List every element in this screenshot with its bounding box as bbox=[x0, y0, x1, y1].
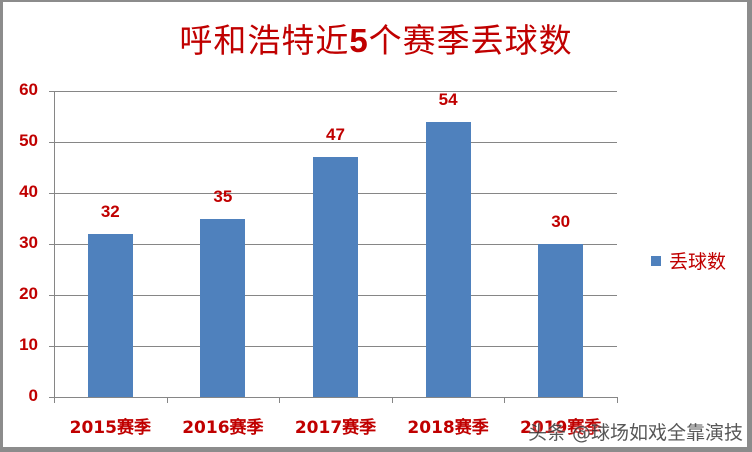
x-tick-mark bbox=[504, 397, 506, 403]
data-label: 30 bbox=[551, 212, 571, 231]
y-tick-label: 0 bbox=[28, 386, 38, 405]
x-tick-mark bbox=[54, 397, 55, 403]
data-label: 32 bbox=[100, 201, 120, 221]
x-tick-mark bbox=[391, 397, 393, 403]
bar bbox=[87, 233, 133, 397]
x-tick-mark bbox=[166, 397, 168, 403]
x-tick-mark bbox=[279, 397, 281, 403]
gridline bbox=[54, 142, 617, 143]
title-number: 5 bbox=[349, 22, 369, 59]
chart-title: 呼和浩特近5个赛季丢球数 bbox=[0, 14, 752, 62]
y-tick-label: 50 bbox=[19, 131, 38, 150]
y-tick-mark bbox=[49, 295, 54, 296]
data-label: 35 bbox=[213, 186, 233, 206]
watermark: 头条 @球场如戏全靠演技 bbox=[528, 422, 744, 444]
legend-swatch-icon bbox=[651, 255, 661, 266]
x-tick-label: 2019赛季 bbox=[520, 418, 602, 438]
title-suffix: 个赛季丢球数 bbox=[368, 21, 573, 60]
x-tick-label: 2018赛季 bbox=[407, 418, 489, 438]
title-prefix: 呼和浩特近 bbox=[179, 21, 350, 60]
y-tick-mark bbox=[49, 91, 54, 92]
bar bbox=[538, 244, 584, 397]
y-tick-mark bbox=[49, 346, 54, 347]
legend-label: 丢球数 bbox=[669, 251, 727, 273]
bar bbox=[425, 121, 471, 397]
y-tick-label: 20 bbox=[19, 284, 38, 303]
data-label: 54 bbox=[438, 89, 458, 109]
y-tick-mark bbox=[49, 142, 54, 143]
y-tick-mark bbox=[49, 244, 54, 245]
y-tick-mark bbox=[49, 397, 54, 398]
x-tick-label: 2015赛季 bbox=[69, 418, 151, 438]
y-tick-label: 10 bbox=[19, 335, 38, 354]
bar bbox=[313, 157, 358, 397]
y-tick-mark bbox=[49, 193, 54, 194]
y-tick-label: 30 bbox=[19, 233, 38, 252]
legend: 丢球数 bbox=[651, 247, 726, 274]
x-tick-label: 2016赛季 bbox=[182, 418, 264, 438]
gridline bbox=[54, 91, 617, 92]
x-tick-mark bbox=[617, 397, 618, 403]
x-tick-label: 2017赛季 bbox=[294, 418, 377, 438]
y-tick-label: 60 bbox=[19, 80, 38, 99]
bar bbox=[200, 218, 246, 397]
y-tick-label: 40 bbox=[19, 182, 38, 201]
x-axis-line bbox=[54, 397, 617, 398]
plot-area: 32 35 47 54 30 bbox=[49, 89, 618, 403]
data-label: 47 bbox=[326, 125, 345, 145]
